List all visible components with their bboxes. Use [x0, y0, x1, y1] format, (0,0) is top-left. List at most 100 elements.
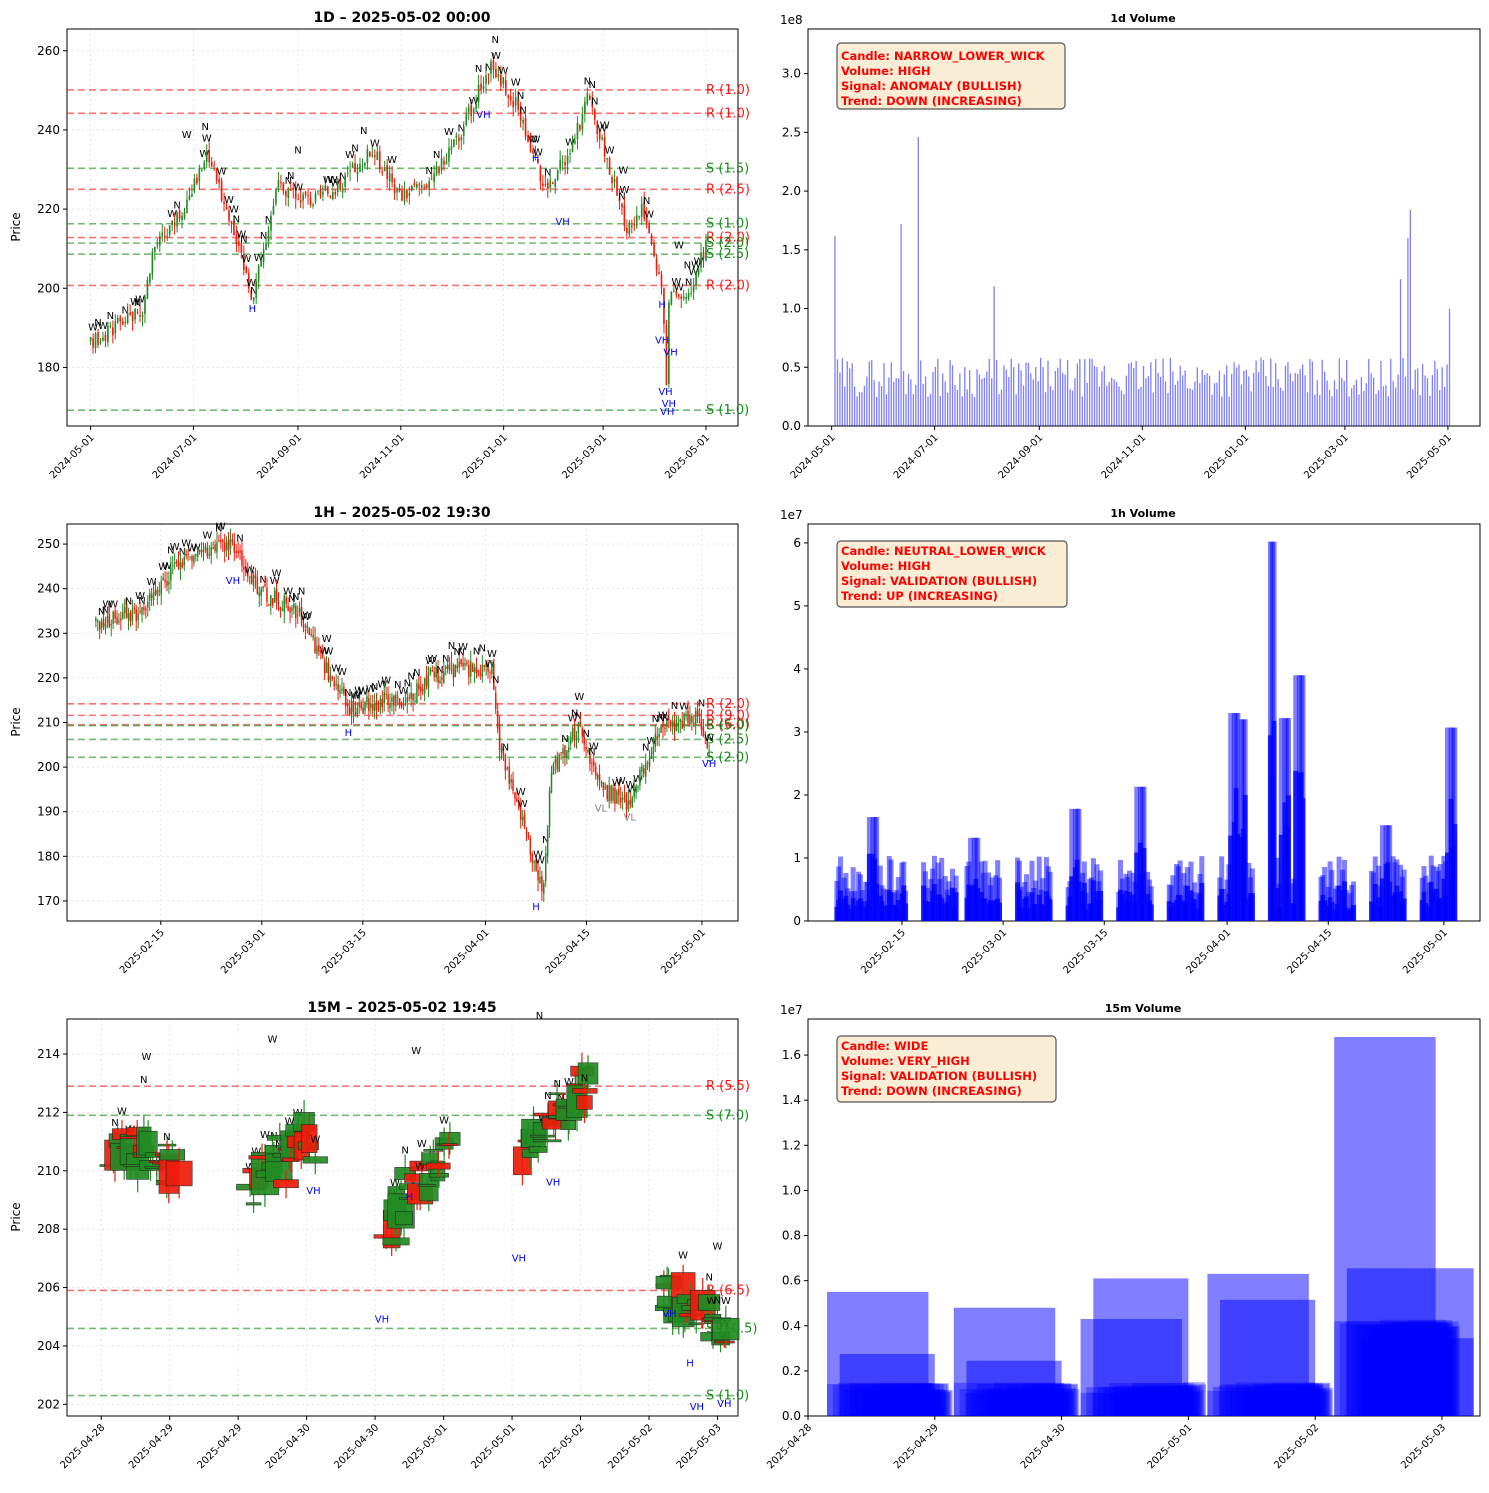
candle-body	[398, 698, 401, 705]
volume-bar	[929, 393, 932, 426]
candle-body	[198, 549, 201, 552]
candle-body	[247, 273, 250, 289]
candle-body	[602, 782, 605, 790]
candle-body	[450, 662, 453, 664]
candle-body	[462, 126, 465, 136]
volume-bar	[1228, 835, 1234, 921]
candle-annotation: N	[698, 698, 705, 709]
volume-bar	[1324, 371, 1326, 426]
info-15m-trend: Trend: DOWN (INCREASING)	[841, 1084, 1022, 1098]
volume-bar	[1409, 209, 1412, 426]
volume-bar	[861, 1387, 937, 1416]
candle-body	[551, 182, 554, 185]
volume-bar	[1114, 1385, 1190, 1416]
candle-body	[579, 721, 582, 726]
volume-bar	[1391, 1321, 1449, 1416]
volume-bar	[888, 859, 894, 921]
volume-bar	[956, 390, 959, 426]
y-tick-label: 200	[37, 760, 60, 774]
volume-bar	[1407, 238, 1409, 426]
candle-annotation: VH	[658, 387, 672, 398]
candle-annotation: N	[571, 708, 578, 719]
volume-bar	[1027, 1383, 1072, 1416]
candle-annotation: N	[401, 1145, 408, 1156]
candle-annotation: N	[265, 215, 272, 226]
volume-bar	[1170, 902, 1176, 921]
candle-body	[205, 151, 208, 162]
volume-bar	[1047, 871, 1053, 921]
candle-body	[691, 715, 693, 723]
candle-body	[508, 766, 510, 784]
volume-bar	[937, 358, 939, 426]
candle-body	[662, 722, 664, 728]
candle-body	[221, 539, 224, 542]
candle-body	[492, 59, 495, 70]
volume-bar	[1040, 357, 1042, 426]
candle-body	[611, 176, 613, 184]
candle-body	[640, 203, 643, 217]
volume-bar	[1417, 368, 1419, 426]
title-1d-price: 1D – 2025-05-02 00:00	[313, 10, 490, 26]
volume-bar	[978, 374, 981, 426]
candle-body	[161, 232, 164, 236]
volume-bar	[915, 384, 917, 426]
info-1d-trend: Trend: DOWN (INCREASING)	[841, 94, 1022, 108]
candle-body	[481, 665, 484, 677]
volume-bar	[1255, 360, 1257, 426]
volume-bar	[1074, 378, 1076, 426]
volume-bar	[1080, 1392, 1183, 1416]
candle-body	[472, 108, 475, 114]
volume-bar	[1351, 1325, 1440, 1416]
candle-body	[277, 180, 280, 189]
candle-body	[644, 763, 647, 777]
candle-body	[616, 790, 618, 804]
candle-body	[480, 83, 482, 90]
volume-bar	[1134, 852, 1140, 921]
candle-body	[166, 580, 168, 586]
volume-bar	[1098, 890, 1104, 921]
candle-body	[588, 95, 591, 101]
candle-body	[191, 194, 193, 197]
volume-bar	[1228, 713, 1234, 921]
volume-bar	[1270, 358, 1272, 426]
candle-body	[354, 712, 357, 715]
volume-bar	[875, 396, 878, 426]
candle-body	[265, 243, 267, 250]
scale-15m-volume: 1e7	[780, 1003, 803, 1017]
candle-body	[467, 107, 470, 112]
candle-body	[301, 1124, 318, 1153]
volume-bar	[1314, 394, 1316, 426]
candle-body	[521, 816, 524, 821]
candle-body	[254, 574, 257, 579]
volume-bar	[1172, 371, 1174, 426]
candle-annotation: N	[714, 1296, 721, 1307]
candle-body	[139, 610, 141, 612]
volume-bar	[1260, 357, 1262, 426]
y-tick-label: 0.6	[782, 1274, 801, 1288]
candle-body	[550, 772, 553, 793]
candle-body	[688, 1322, 704, 1326]
candle-annotation: W	[216, 521, 226, 532]
candle-body	[420, 686, 422, 692]
candle-body	[530, 1134, 556, 1138]
volume-bar	[1022, 385, 1025, 426]
candle-body	[519, 806, 522, 820]
volume-bar	[1127, 892, 1133, 921]
candle-body	[198, 167, 201, 182]
volume-bar	[1062, 372, 1064, 426]
candle-annotation: W	[229, 204, 239, 215]
volume-bar	[880, 386, 883, 426]
volume-bar	[1091, 359, 1093, 426]
volume-bar	[883, 363, 885, 426]
candle-annotation: VH	[655, 336, 669, 347]
candle-annotation: W	[390, 1178, 400, 1189]
candle-body	[425, 184, 428, 188]
volume-bar	[1401, 869, 1407, 921]
volume-bar	[903, 903, 909, 921]
candle-body	[437, 668, 439, 683]
volume-bar	[846, 361, 848, 426]
candle-body	[322, 191, 324, 195]
y-tick-label: 260	[37, 44, 60, 58]
candle-body	[256, 577, 259, 594]
